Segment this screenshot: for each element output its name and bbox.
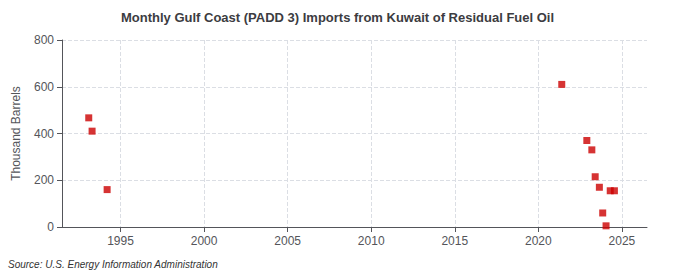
svg-text:200: 200	[34, 173, 54, 187]
svg-text:1995: 1995	[107, 234, 134, 248]
svg-text:2020: 2020	[525, 234, 552, 248]
svg-text:0: 0	[47, 220, 54, 234]
svg-text:2015: 2015	[441, 234, 468, 248]
svg-text:2000: 2000	[191, 234, 218, 248]
svg-text:2005: 2005	[274, 234, 301, 248]
svg-text:Source: U.S. Energy Informatio: Source: U.S. Energy Information Administ…	[8, 259, 218, 270]
svg-text:800: 800	[34, 33, 54, 47]
svg-text:400: 400	[34, 127, 54, 141]
svg-text:Monthly Gulf Coast (PADD 3) Im: Monthly Gulf Coast (PADD 3) Imports from…	[121, 10, 554, 25]
svg-text:600: 600	[34, 80, 54, 94]
svg-text:2010: 2010	[358, 234, 385, 248]
svg-text:2025: 2025	[609, 234, 636, 248]
svg-text:Thousand Barrels: Thousand Barrels	[9, 86, 23, 181]
